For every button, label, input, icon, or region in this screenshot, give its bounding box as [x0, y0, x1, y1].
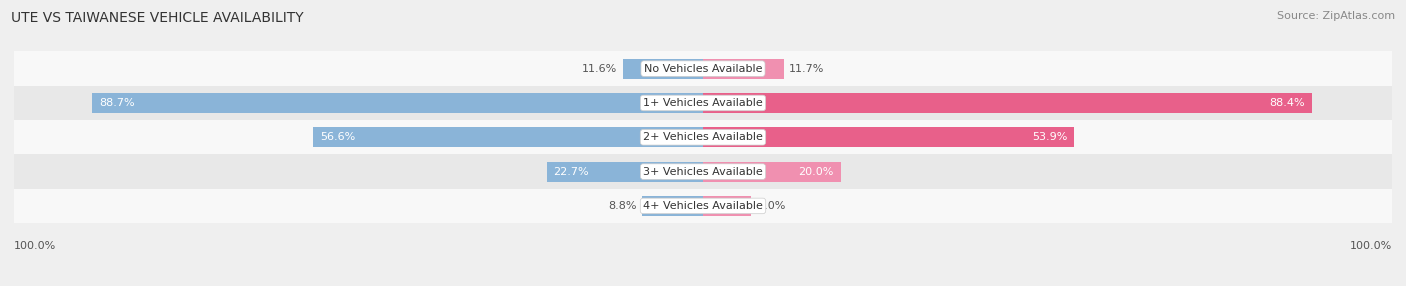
- Text: 88.4%: 88.4%: [1270, 98, 1305, 108]
- Text: 20.0%: 20.0%: [799, 167, 834, 176]
- Bar: [91, 93, 703, 113]
- Bar: [14, 189, 1392, 223]
- Text: 7.0%: 7.0%: [756, 201, 785, 211]
- Bar: [14, 120, 1392, 154]
- Text: 4+ Vehicles Available: 4+ Vehicles Available: [643, 201, 763, 211]
- Bar: [623, 59, 703, 79]
- Text: 56.6%: 56.6%: [321, 132, 356, 142]
- Text: 8.8%: 8.8%: [609, 201, 637, 211]
- Bar: [14, 51, 1392, 86]
- Text: 100.0%: 100.0%: [14, 241, 56, 251]
- Bar: [14, 86, 1392, 120]
- Text: 1+ Vehicles Available: 1+ Vehicles Available: [643, 98, 763, 108]
- Text: 88.7%: 88.7%: [98, 98, 135, 108]
- Bar: [703, 93, 1312, 113]
- Text: 11.7%: 11.7%: [789, 64, 824, 74]
- Bar: [314, 127, 703, 147]
- Text: 22.7%: 22.7%: [554, 167, 589, 176]
- Bar: [703, 127, 1074, 147]
- Text: No Vehicles Available: No Vehicles Available: [644, 64, 762, 74]
- Bar: [547, 162, 703, 182]
- Text: 100.0%: 100.0%: [1350, 241, 1392, 251]
- Bar: [703, 162, 841, 182]
- Text: Source: ZipAtlas.com: Source: ZipAtlas.com: [1277, 11, 1395, 21]
- Text: UTE VS TAIWANESE VEHICLE AVAILABILITY: UTE VS TAIWANESE VEHICLE AVAILABILITY: [11, 11, 304, 25]
- Bar: [14, 154, 1392, 189]
- Bar: [703, 59, 783, 79]
- Text: 53.9%: 53.9%: [1032, 132, 1067, 142]
- Text: 2+ Vehicles Available: 2+ Vehicles Available: [643, 132, 763, 142]
- Bar: [643, 196, 703, 216]
- Text: 3+ Vehicles Available: 3+ Vehicles Available: [643, 167, 763, 176]
- Bar: [703, 196, 751, 216]
- Text: 11.6%: 11.6%: [582, 64, 617, 74]
